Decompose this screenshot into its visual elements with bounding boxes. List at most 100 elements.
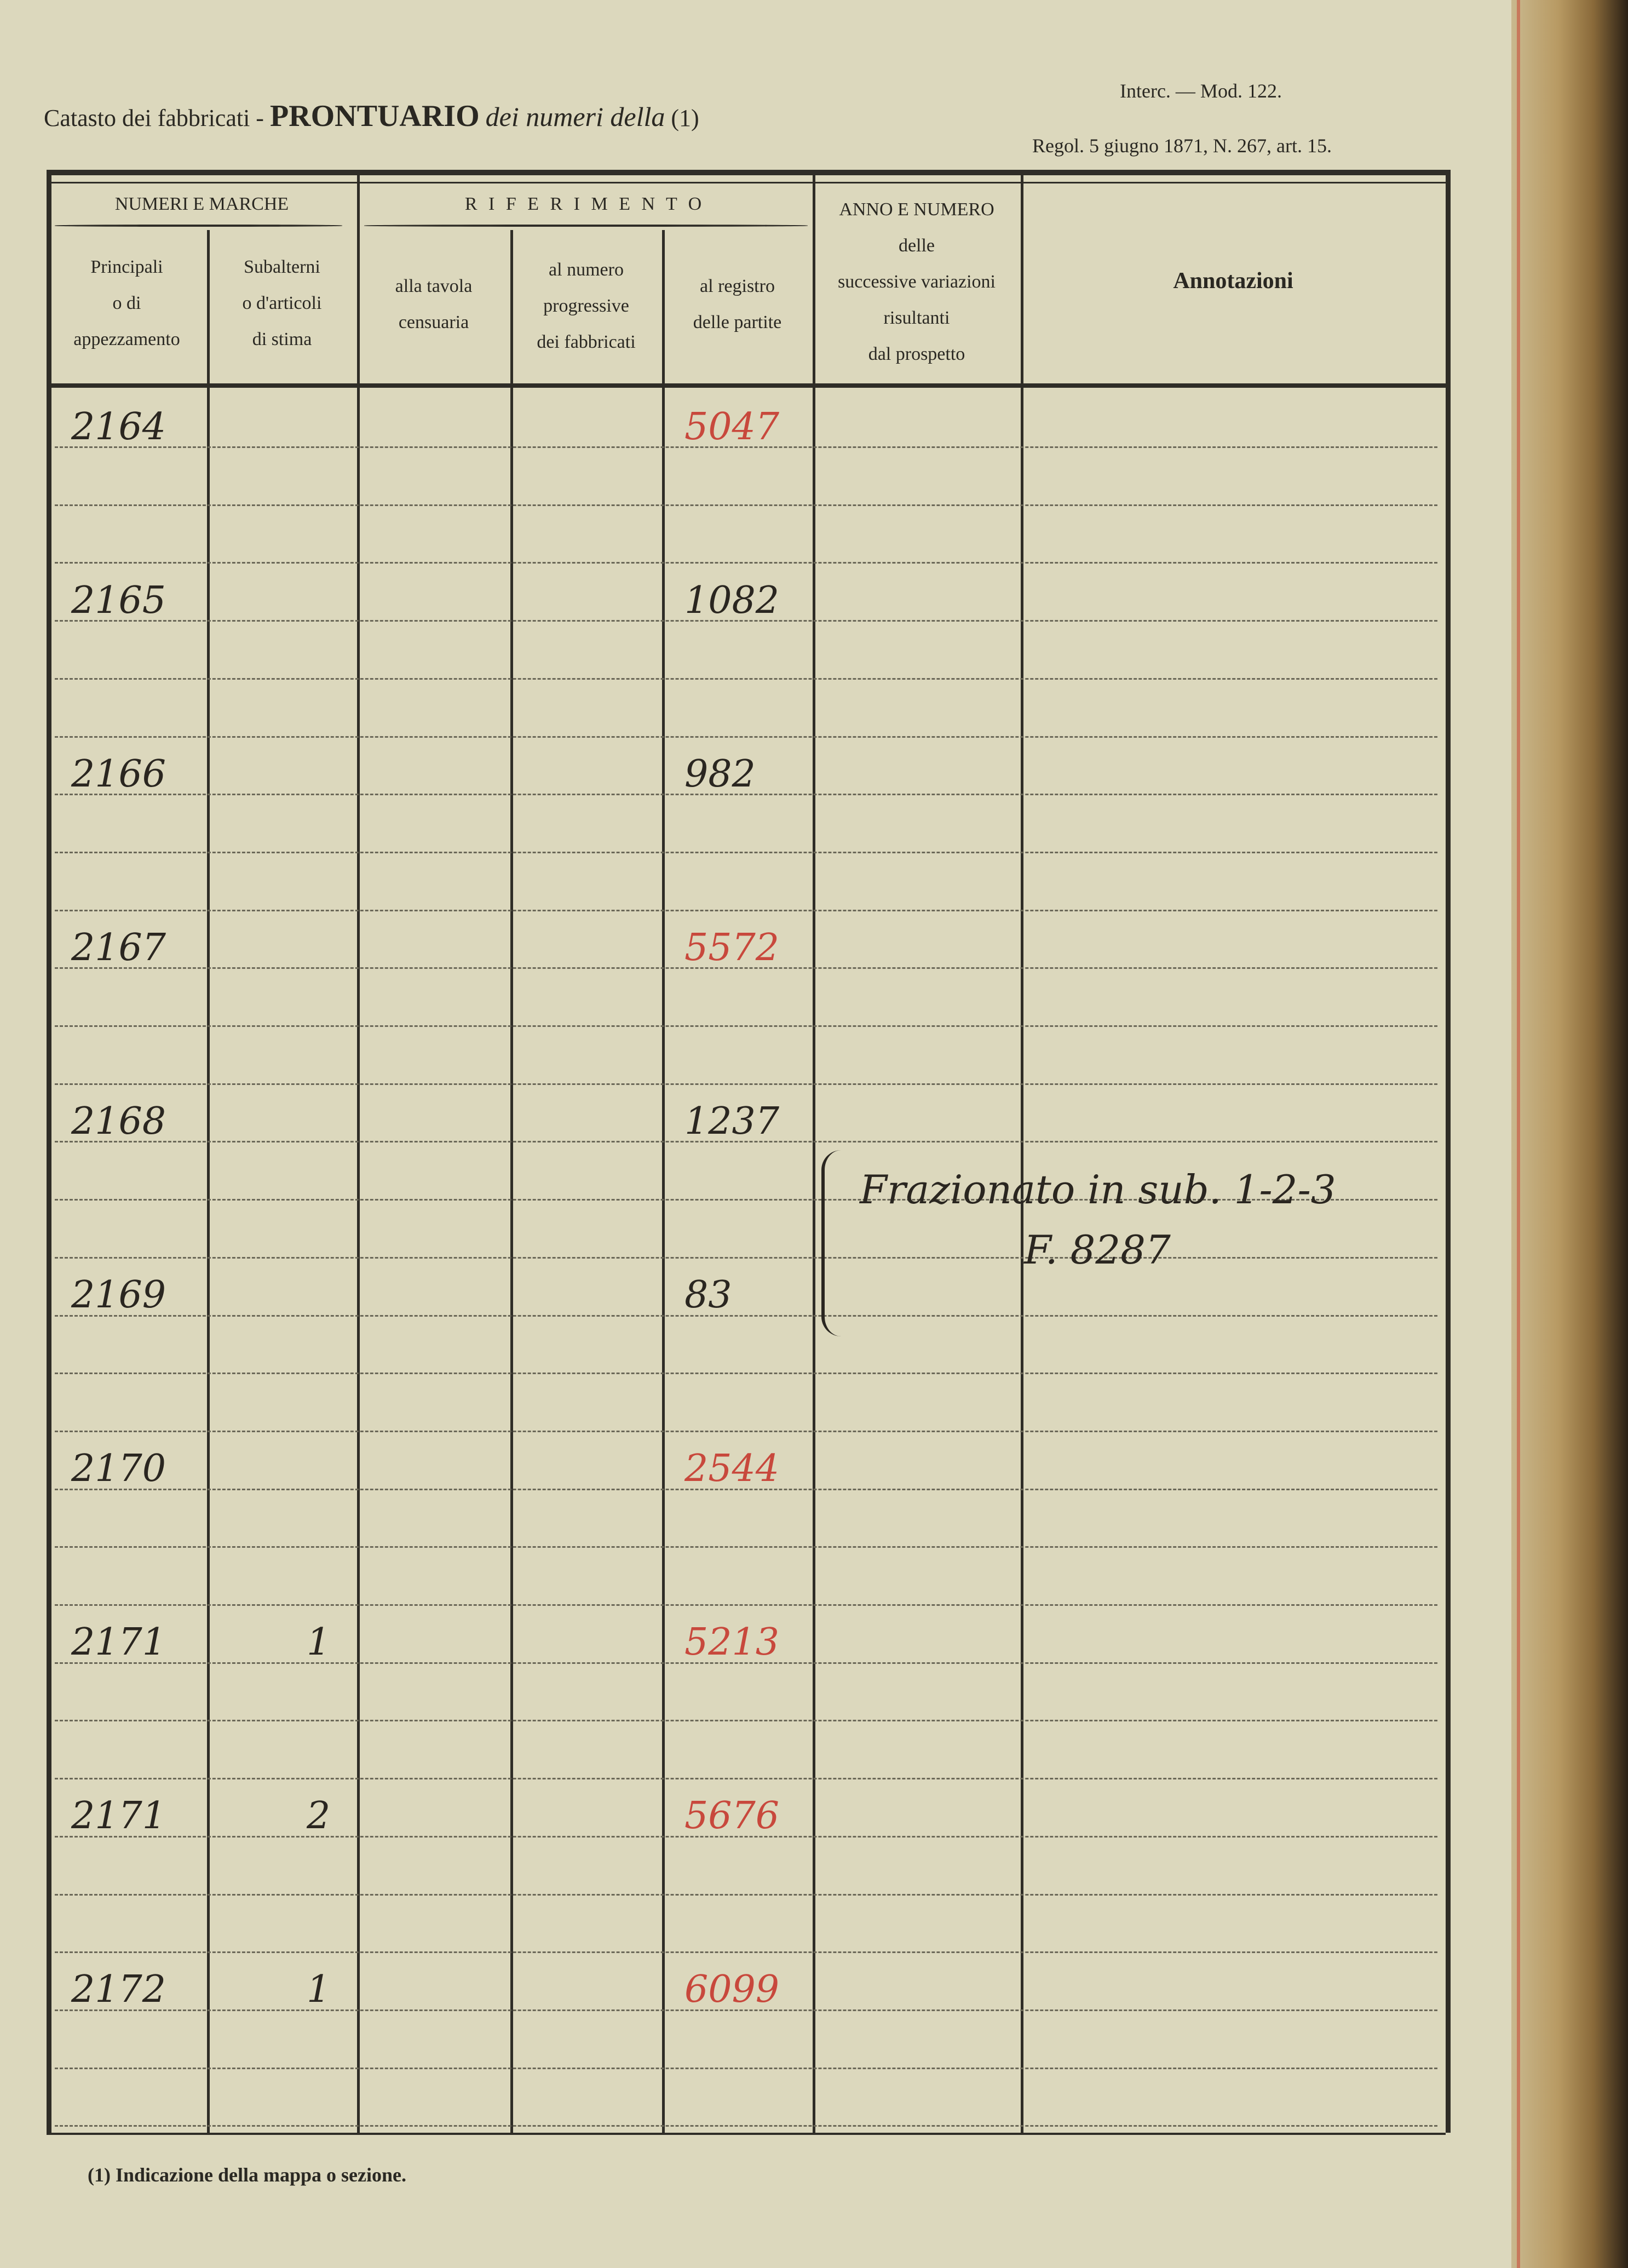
column-header-line: al registro [700, 276, 775, 296]
ruled-line [55, 1893, 1437, 1896]
column-header-line: progressive [543, 296, 629, 316]
column-header-tavola: alla tavola censuaria [357, 268, 510, 341]
column-divider [207, 230, 210, 2133]
entry-principale: 2170 [71, 1447, 166, 1490]
entry-principale: 2167 [71, 926, 166, 969]
column-divider [1021, 170, 1023, 2133]
column-header-line: o di [112, 293, 141, 313]
entry-registro: 6099 [684, 1968, 780, 2011]
ruled-line [55, 1430, 1437, 1432]
entry-principale: 2168 [71, 1100, 166, 1143]
ruled-line [55, 967, 1437, 969]
column-divider [1446, 170, 1451, 2133]
ruled-line [55, 1025, 1437, 1027]
column-header-variazioni: ANNO E NUMERO delle successive variazioni r… [813, 192, 1021, 372]
entry-registro: 83 [684, 1273, 732, 1317]
column-divider [510, 230, 513, 2133]
column-header-registro: al registro delle partite [662, 268, 813, 341]
entry-principale: 2171 [71, 1621, 166, 1664]
title-italic: dei numeri della [485, 101, 665, 132]
group-header-riferimento: R I F E R I M E N T O [464, 194, 705, 214]
entry-registro: 5676 [684, 1794, 780, 1838]
entry-subalterno: 2 [307, 1794, 331, 1838]
title-bold: PRONTUARIO [269, 99, 480, 133]
ruled-line [55, 677, 1437, 680]
brace-numeri-marche [55, 225, 342, 227]
ruled-line [55, 794, 1437, 796]
annotation-line-1: Frazionato in sub. 1-2-3 [860, 1167, 1336, 1213]
annotation-brace [821, 1150, 841, 1336]
entry-principale: 2169 [71, 1273, 166, 1317]
title-note: (1) [671, 105, 699, 131]
ruled-line [55, 1951, 1437, 1954]
ruled-line [55, 620, 1437, 622]
entry-registro: 1082 [684, 579, 780, 622]
ruled-line [55, 909, 1437, 911]
column-header-principali: Principali o di appezzamento [47, 249, 207, 358]
ruled-line [55, 1720, 1437, 1722]
entry-principale: 2164 [71, 405, 166, 449]
entry-registro: 5572 [684, 926, 780, 969]
column-header-line: al numero [549, 260, 624, 280]
column-header-line: dei fabbricati [537, 332, 636, 352]
entry-registro: 5047 [684, 405, 780, 449]
ruled-line [55, 1604, 1437, 1606]
ruled-line [55, 1373, 1437, 1375]
regulation-label: Regol. 5 giugno 1871, N. 267, art. 15. [1032, 135, 1332, 157]
ruled-line [55, 1314, 1437, 1317]
ruled-line [55, 446, 1437, 448]
book-edge [1511, 0, 1628, 2268]
ruled-line [55, 504, 1437, 506]
column-header-line: ANNO E NUMERO [839, 199, 994, 220]
model-label: Interc. — Mod. 122. [1120, 80, 1282, 102]
ruled-line [55, 1778, 1437, 1780]
column-divider [662, 230, 665, 2133]
entry-registro: 5213 [684, 1621, 780, 1664]
entry-principale: 2171 [71, 1794, 166, 1838]
column-header-annotazioni: Annotazioni [1173, 268, 1293, 294]
ruled-line [55, 2067, 1437, 2069]
ruled-line [55, 2009, 1437, 2011]
ruled-line [55, 1199, 1437, 1201]
table-top-border [47, 170, 1446, 175]
column-header-line: di stima [252, 329, 312, 349]
column-header-line: censuaria [398, 312, 469, 332]
header-bottom-border [47, 383, 1446, 388]
entry-registro: 1237 [684, 1100, 780, 1143]
entry-principale: 2165 [71, 579, 166, 622]
column-header-line: Subalterni [244, 257, 320, 277]
ruled-line [55, 2125, 1437, 2127]
column-header-line: o d'articoli [242, 293, 322, 313]
column-header-line: appezzamento [73, 329, 180, 349]
entry-registro: 982 [684, 753, 756, 796]
annotation-line-2: F. 8287 [1024, 1227, 1171, 1273]
column-header-subalterni: Subalterni o d'articoli di stima [207, 249, 357, 358]
column-header-line: dal prospetto [868, 344, 965, 364]
entry-subalterno: 1 [307, 1621, 331, 1664]
ruled-line [55, 1141, 1437, 1143]
entry-principale: 2166 [71, 753, 166, 796]
column-header-progressivo: al numero progressive dei fabbricati [510, 252, 662, 360]
entry-subalterno: 1 [307, 1968, 331, 2011]
table-top-inner-border [47, 182, 1446, 183]
register-page [0, 0, 1533, 2268]
brace-riferimento [364, 225, 808, 227]
column-header-line: delle [898, 236, 935, 256]
ruled-line [55, 562, 1437, 564]
ruled-line [55, 1488, 1437, 1490]
page-edge-stain [1517, 0, 1520, 2268]
footnote: (1) Indicazione della mappa o sezione. [88, 2164, 406, 2186]
column-header-line: successive variazioni [838, 272, 996, 292]
column-header-line: delle partite [693, 312, 782, 332]
title-left: Catasto dei fabbricati - [44, 105, 264, 131]
table-bottom-border [47, 2133, 1446, 2135]
ruled-line [55, 1835, 1437, 1838]
column-divider [357, 170, 360, 2133]
column-header-line: Principali [90, 257, 163, 277]
group-header-numeri: NUMERI E MARCHE [114, 194, 289, 214]
ruled-line [55, 1662, 1437, 1664]
entry-principale: 2172 [71, 1968, 166, 2011]
ruled-line [55, 1256, 1437, 1259]
ruled-line [55, 1546, 1437, 1548]
column-divider [813, 170, 815, 2133]
